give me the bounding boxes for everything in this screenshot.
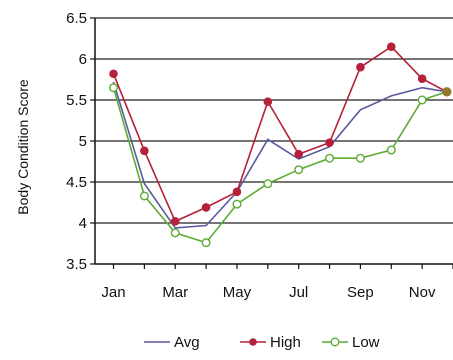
endpoint-data-point — [442, 87, 452, 97]
x-tick-label: May — [223, 284, 252, 301]
low-data-point — [325, 153, 335, 163]
high-data-point — [201, 203, 211, 212]
x-tick-label: Nov — [409, 284, 436, 301]
y-axis-label: Body Condition Score — [15, 79, 31, 215]
y-tick-label: 6 — [79, 51, 87, 68]
low-data-point — [201, 238, 211, 248]
legend-high-marker — [249, 338, 257, 346]
y-tick-label: 5.5 — [66, 92, 87, 109]
high-data-point — [386, 42, 396, 52]
legend-low-label: Low — [352, 334, 380, 351]
low-data-point — [139, 191, 149, 201]
high-data-point — [170, 217, 180, 226]
low-data-point — [294, 165, 304, 175]
avg-series-line — [112, 81, 447, 229]
y-tick-label: 3.5 — [66, 256, 87, 273]
high-data-point — [232, 187, 242, 197]
high-data-point — [263, 97, 273, 106]
y-tick-label: 6.5 — [66, 10, 87, 27]
gridlines — [95, 17, 453, 224]
y-axis-ticks: 3.5 4 4.5 5 5.5 6 6.5 — [66, 10, 95, 273]
high-data-point — [109, 69, 118, 79]
legend-avg-label: Avg — [174, 334, 200, 351]
high-data-point — [417, 74, 427, 83]
low-data-point — [232, 199, 242, 209]
low-data-point — [170, 228, 180, 238]
low-data-point — [417, 95, 427, 105]
y-tick-label: 4.5 — [66, 174, 87, 191]
low-series-line — [112, 87, 448, 244]
legend-high-label: High — [270, 334, 301, 351]
x-axis-ticks: Jan Mar May Jul Sep Nov — [101, 264, 453, 301]
x-tick-label: Sep — [347, 284, 374, 301]
low-data-point — [386, 145, 396, 155]
x-tick-label: Jul — [289, 284, 308, 301]
x-tick-label: Jan — [101, 284, 125, 301]
y-tick-label: 4 — [79, 215, 87, 232]
high-data-point — [356, 62, 365, 72]
legend: Avg High Low — [144, 334, 380, 351]
high-data-point — [325, 138, 334, 147]
x-tick-label: Mar — [162, 284, 188, 301]
low-data-point — [263, 179, 273, 189]
low-data-point — [109, 83, 119, 93]
y-tick-label: 5 — [79, 133, 87, 150]
high-series-line — [112, 45, 448, 223]
low-data-point — [355, 153, 365, 163]
series-lines — [109, 42, 452, 248]
high-data-point — [140, 146, 149, 156]
legend-low-marker — [330, 337, 340, 347]
high-data-point — [294, 149, 303, 159]
